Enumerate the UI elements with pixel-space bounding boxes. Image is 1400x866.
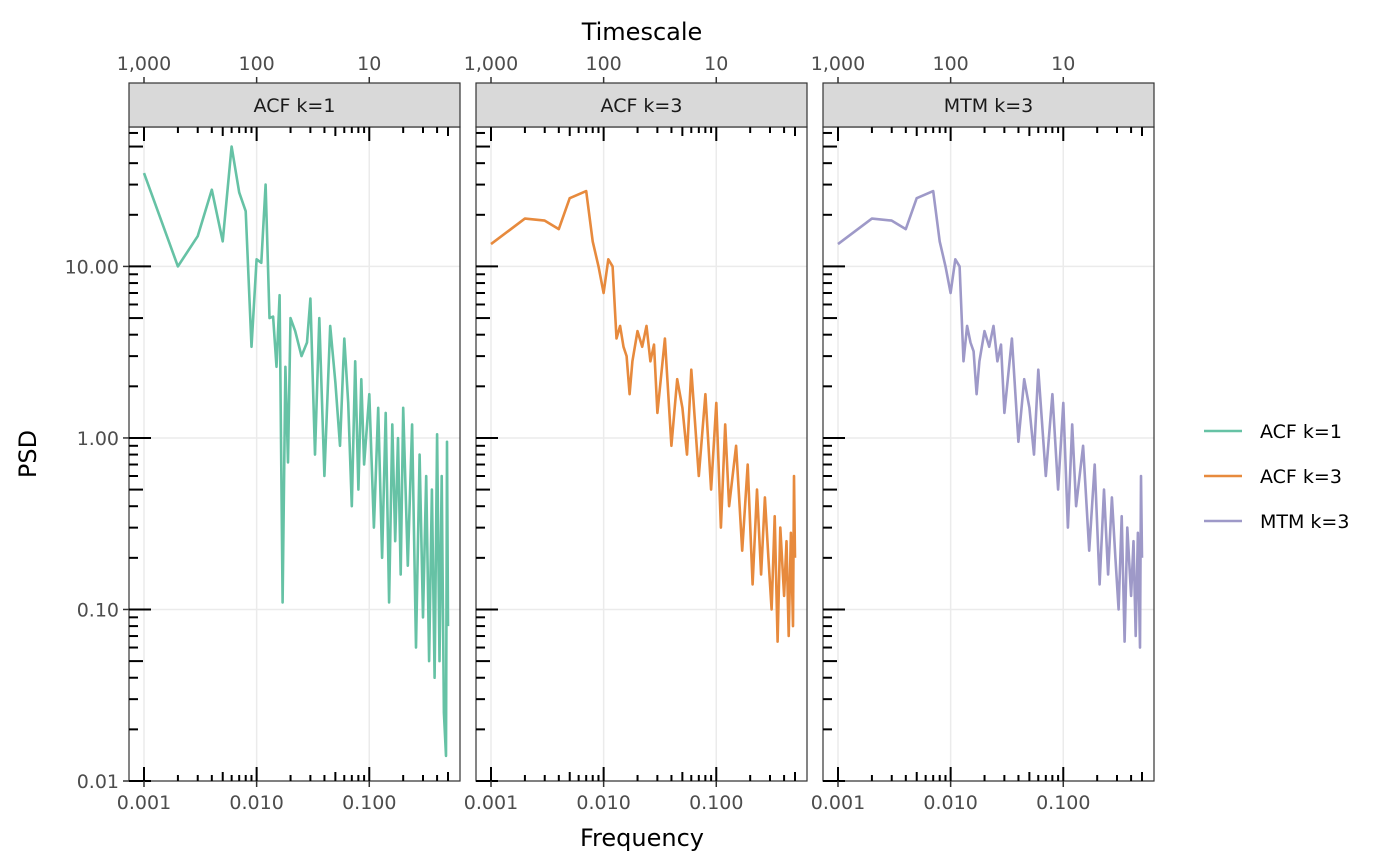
top-tick-label: 10 [704,53,728,75]
top-tick-label: 1,000 [117,53,171,75]
top-tick-label: 10 [1051,53,1075,75]
series-line [142,145,450,758]
y-tick-label: 10.00 [65,256,119,278]
legend-label: ACF k=1 [1260,421,1342,443]
top-tick-label: 1,000 [811,53,865,75]
top-tick-label: 100 [933,53,969,75]
facet-panel: ACF k=3 0.001 0.010 0.100 1,000 100 10 [464,53,808,814]
legend-item: ACF k=1 [1204,421,1342,443]
facet-panels: ACF k=1 0.001 0.010 0.100 1,000 100 10 0.01 0.10… [65,53,1155,814]
series-line [490,189,797,643]
facet-strip-label: MTM k=3 [944,95,1033,117]
top-tick-label: 100 [586,53,622,75]
panel-border [475,126,808,782]
legend: ACF k=1 ACF k=3 MTM k=3 [1204,421,1349,533]
facet-panel: ACF k=1 0.001 0.010 0.100 1,000 100 10 0.01 0.10… [65,53,461,814]
x-tick-label: 0.001 [811,792,865,814]
facet-strip [822,82,1155,128]
top-tick-label: 100 [239,53,275,75]
y-axis-title: PSD [14,430,42,478]
legend-label: MTM k=3 [1260,511,1349,533]
legend-label: ACF k=3 [1260,466,1342,488]
x-axis-title: Frequency [580,824,704,852]
facet-strip [128,82,461,128]
legend-item: MTM k=3 [1204,511,1349,533]
facet-strip-label: ACF k=3 [601,95,683,117]
facet-strip-label: ACF k=1 [254,95,336,117]
x-tick-label: 0.100 [1036,792,1090,814]
x-tick-label: 0.001 [464,792,518,814]
x-tick-label: 0.001 [117,792,171,814]
y-tick-label: 1.00 [77,428,119,450]
top-tick-label: 10 [357,53,381,75]
x-tick-label: 0.100 [342,792,396,814]
top-tick-label: 1,000 [464,53,518,75]
legend-item: ACF k=3 [1204,466,1342,488]
panel-border [822,126,1155,782]
y-tick-label: 0.10 [77,599,119,621]
x-tick-label: 0.010 [229,792,283,814]
facet-strip [475,82,808,128]
series-line [837,189,1144,649]
facet-panel: MTM k=3 0.001 0.010 0.100 1,000 100 10 [811,53,1155,814]
x-tick-label: 0.010 [923,792,977,814]
x-tick-label: 0.010 [576,792,630,814]
top-axis-title: Timescale [581,18,703,46]
y-tick-label: 0.01 [77,771,119,793]
x-tick-label: 0.100 [689,792,743,814]
